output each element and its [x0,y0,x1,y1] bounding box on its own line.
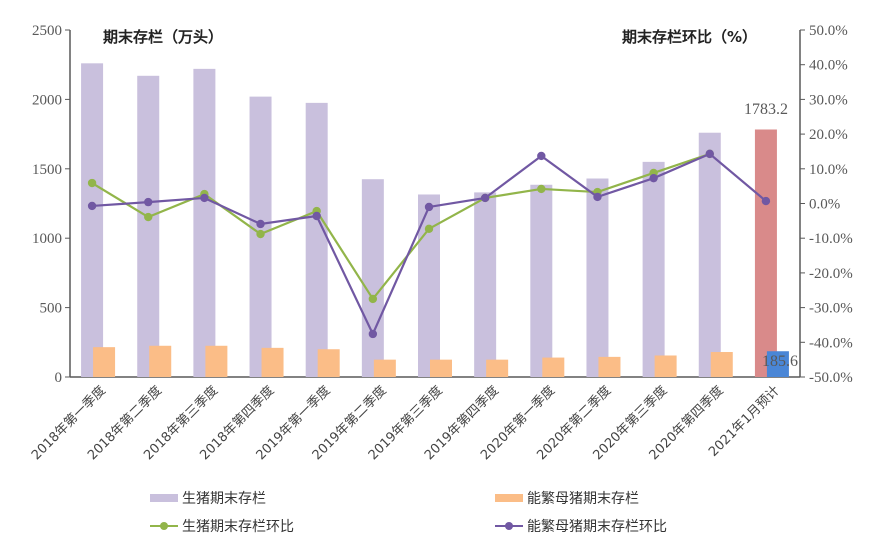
hog-stock-bar [193,68,216,377]
hog-stock-bar [530,184,553,377]
right-tick-label: -40.0% [809,335,853,351]
hog-stock-bar [474,192,497,377]
sow-stock-bar [317,349,340,377]
legend-label: 生猪期末存栏 [182,491,266,507]
left-tick-label: 2500 [32,23,62,39]
annotation-sow-total: 185.6 [762,353,798,370]
annotation-hog-total: 1783.2 [744,101,788,118]
data-point-marker [705,149,714,159]
data-point-marker [480,193,490,203]
hog-stock-bar [698,132,721,377]
data-point-marker [256,219,265,229]
data-point-marker [144,212,153,222]
sow-stock-bar [766,351,789,377]
right-tick-label: 30.0% [809,92,848,108]
sow-stock-bar [654,355,677,377]
sow-stock-bar [373,359,396,377]
legend-item-sow-qoq: 能繁母猪期末存栏环比 [495,516,667,536]
line-series [87,149,771,339]
data-point-marker [368,294,378,304]
data-point-marker [761,196,771,206]
left-axis: 0 500 1000 1500 2000 2500 [32,23,800,386]
sow-stock-bar [205,345,228,377]
line-swatch-icon [150,521,178,531]
data-point-marker [424,224,434,234]
sow-stock-bar [93,347,116,377]
data-point-marker [649,173,658,183]
right-tick-label: -30.0% [809,301,853,317]
left-tick-label: 0 [55,370,63,386]
left-axis-title: 期末存栏（万头） [103,28,223,46]
right-tick-label: 50.0% [809,23,848,39]
sow-stock-bar [598,356,621,377]
right-axis: -50.0% -40.0% -30.0% -20.0% -10.0% 0.0% 10.0% 2… [799,23,853,386]
data-point-marker [593,192,602,202]
bar-swatch-icon [150,494,178,502]
sow-stock-bar [149,345,172,377]
sow-stock-bar [710,352,733,377]
data-point-marker [424,202,434,212]
left-tick-label: 500 [40,301,63,317]
data-point-marker [537,184,546,194]
hog-stock-bar [418,194,440,377]
right-tick-label: -20.0% [809,266,853,282]
data-point-marker [368,329,378,339]
right-axis-title: 期末存栏环比（%） [622,28,757,46]
legend-label: 能繁母猪期末存栏 [527,491,639,507]
right-tick-label: 0.0% [809,197,840,213]
data-point-marker [537,151,546,161]
data-point-marker [87,201,97,211]
legend-label: 生猪期末存栏环比 [182,519,294,535]
chart-legend: 生猪期末存栏 能繁母猪期末存栏 生猪期末存栏环比 能繁母猪期末存栏环比 [150,488,790,548]
hog-stock-bar [361,179,384,377]
right-tick-label: -10.0% [809,231,853,247]
left-tick-label: 2000 [32,92,62,108]
left-tick-label: 1000 [32,231,62,247]
sow-stock-bar [430,359,452,377]
data-point-marker [200,193,209,203]
hog-stock-bar [754,129,777,377]
data-point-marker [312,211,321,221]
sow-stock-bar [542,357,565,377]
data-point-marker [87,178,97,188]
legend-label: 能繁母猪期末存栏环比 [527,519,667,535]
bar-series [81,63,789,378]
right-tick-label: 20.0% [809,127,848,143]
hog-stock-bar [305,102,328,378]
hog-stock-bar [137,75,160,377]
hog-stock-bar [81,63,104,377]
right-tick-label: 40.0% [809,58,848,74]
sow-stock-bar [486,359,509,377]
bar-swatch-icon [495,494,523,502]
category-labels: 2018年第一季度2018年第二季度2018年第三季度2018年第四季度2019… [28,383,783,464]
sow-stock-bar [261,347,284,377]
line-swatch-icon [495,521,523,531]
right-tick-label: 10.0% [809,162,848,178]
hog-qoq-line [91,152,711,301]
right-tick-label: -50.0% [809,370,853,386]
legend-item-hog-stock: 生猪期末存栏 [150,488,266,508]
data-point-marker [256,229,265,239]
hog-stock-bar [642,161,665,377]
legend-item-hog-qoq: 生猪期末存栏环比 [150,516,294,536]
hog-stock-bar [586,178,609,377]
data-point-marker [144,197,153,207]
legend-item-sow-stock: 能繁母猪期末存栏 [495,488,639,508]
left-tick-label: 1500 [32,162,62,178]
